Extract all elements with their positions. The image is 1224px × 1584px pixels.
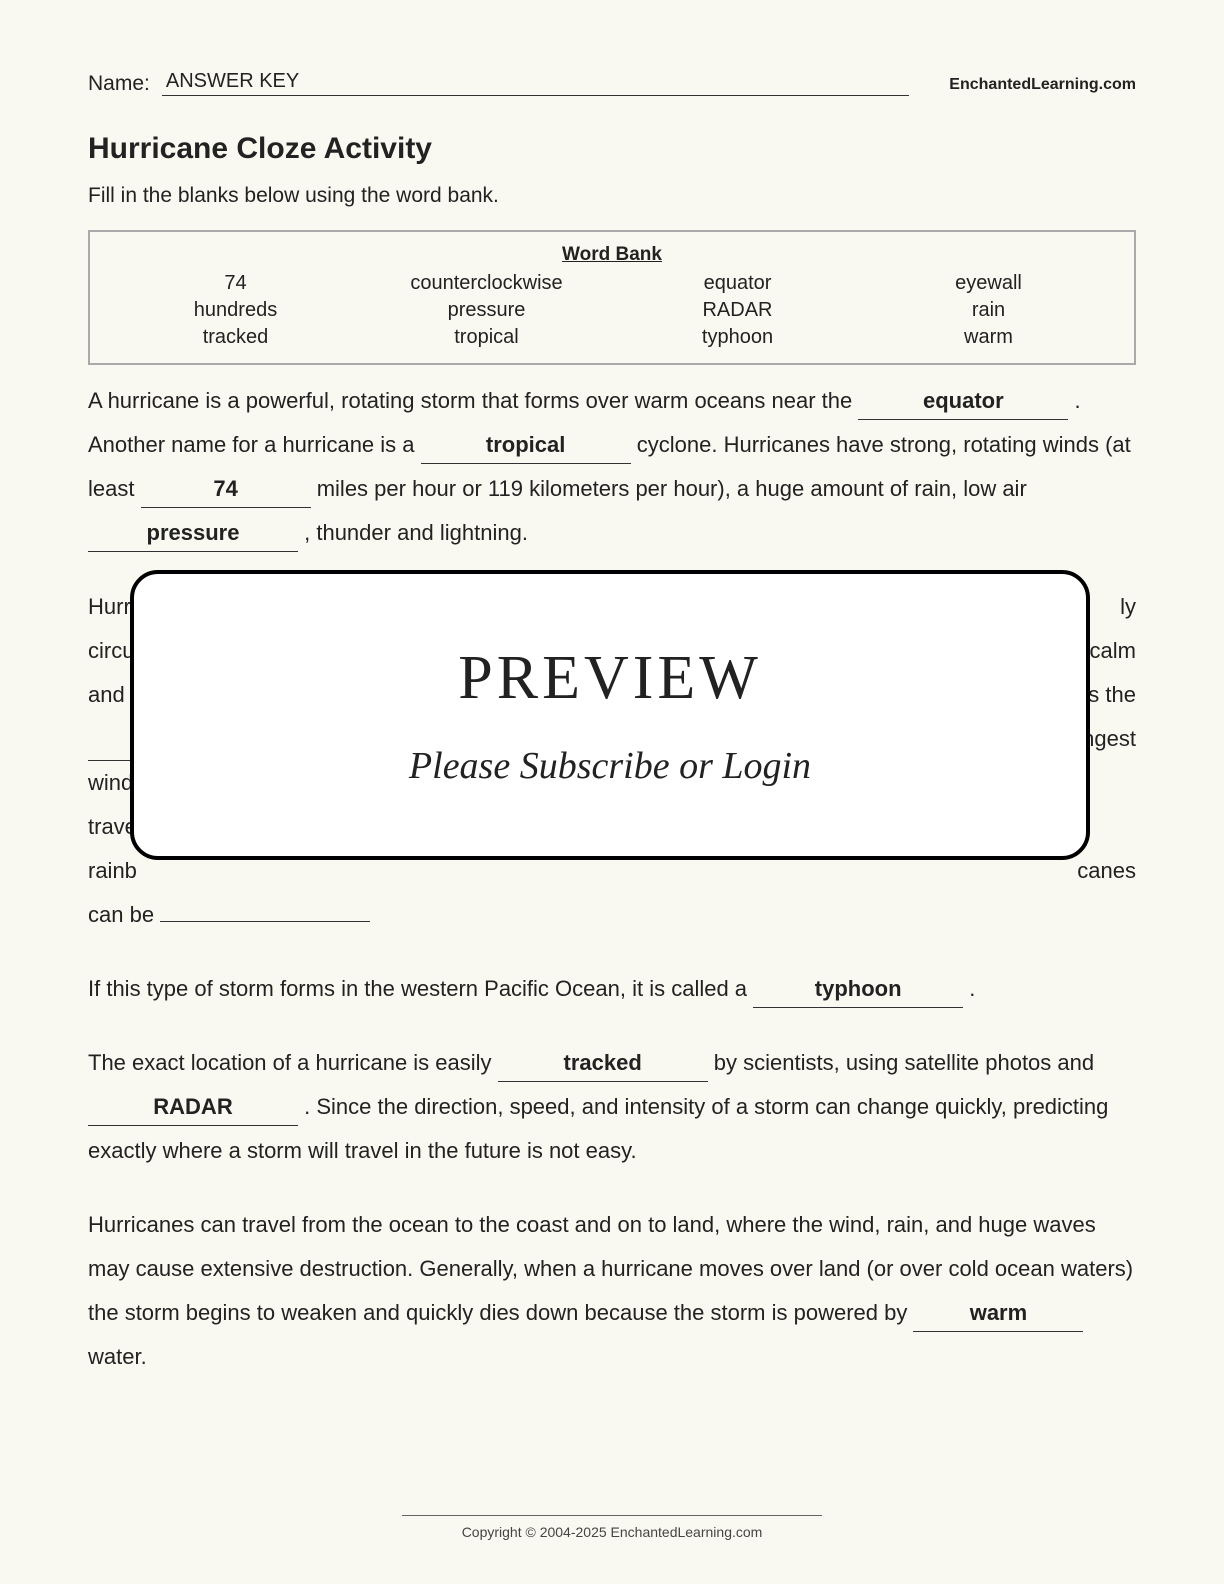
paragraph-1: A hurricane is a powerful, rotating stor… (88, 379, 1136, 555)
overlay-subtitle: Please Subscribe or Login (409, 744, 811, 788)
footer-divider (402, 1515, 822, 1516)
text-run: miles per hour or 119 kilometers per hou… (317, 476, 1027, 501)
text-fragment: canes (1077, 849, 1136, 893)
name-value: ANSWER KEY (166, 70, 299, 92)
wordbank-item: eyewall (863, 272, 1114, 295)
text-fragment: Hurri (88, 585, 136, 629)
name-block: Name: ANSWER KEY (88, 70, 909, 96)
blank-pressure: pressure (88, 518, 298, 552)
wordbank-item: rain (863, 299, 1114, 322)
blank-tracked: tracked (498, 1048, 708, 1082)
header-row: Name: ANSWER KEY EnchantedLearning.com (88, 70, 1136, 96)
copyright-text: Copyright © 2004-2025 EnchantedLearning.… (462, 1524, 763, 1540)
text-run: A hurricane is a powerful, rotating stor… (88, 388, 858, 413)
word-bank: Word Bank 74 counterclockwise equator ey… (88, 230, 1136, 365)
blank-74: 74 (141, 474, 311, 508)
blank-warm: warm (913, 1298, 1083, 1332)
paragraph-4: The exact location of a hurricane is eas… (88, 1041, 1136, 1173)
paragraph-5: Hurricanes can travel from the ocean to … (88, 1203, 1136, 1379)
page-title: Hurricane Cloze Activity (88, 132, 1136, 166)
text-run: The exact location of a hurricane is eas… (88, 1050, 498, 1075)
wordbank-item: warm (863, 326, 1114, 349)
blank-equator: equator (858, 386, 1068, 420)
text-run: water. (88, 1344, 147, 1369)
wordbank-item: 74 (110, 272, 361, 295)
text-fragment: ly (1120, 585, 1136, 629)
blank-tropical: tropical (421, 430, 631, 464)
text-fragment: can be (88, 902, 154, 927)
wordbank-item: hundreds (110, 299, 361, 322)
word-bank-grid: 74 counterclockwise equator eyewall hund… (110, 272, 1114, 349)
overlay-title: PREVIEW (458, 643, 762, 714)
text-fragment: rainb (88, 849, 137, 893)
text-run: , thunder and lightning. (304, 520, 528, 545)
content-body: A hurricane is a powerful, rotating stor… (88, 379, 1136, 1379)
text-fragment: is the (1083, 673, 1136, 717)
blank-hidden2 (160, 919, 370, 922)
wordbank-item: RADAR (612, 299, 863, 322)
preview-overlay: PREVIEW Please Subscribe or Login (130, 570, 1090, 860)
text-run: by scientists, using satellite photos an… (714, 1050, 1094, 1075)
paragraph-3: If this type of storm forms in the weste… (88, 967, 1136, 1011)
blank-radar: RADAR (88, 1092, 298, 1126)
wordbank-item: counterclockwise (361, 272, 612, 295)
blank-typhoon: typhoon (753, 974, 963, 1008)
name-field-line: ANSWER KEY (162, 70, 909, 96)
wordbank-item: typhoon (612, 326, 863, 349)
wordbank-item: equator (612, 272, 863, 295)
wordbank-item: pressure (361, 299, 612, 322)
text-run: If this type of storm forms in the weste… (88, 976, 753, 1001)
footer: Copyright © 2004-2025 EnchantedLearning.… (0, 1515, 1224, 1540)
name-label: Name: (88, 72, 150, 96)
site-brand: EnchantedLearning.com (949, 76, 1136, 96)
wordbank-item: tropical (361, 326, 612, 349)
text-fragment: ngest (1082, 717, 1136, 761)
word-bank-title: Word Bank (110, 244, 1114, 266)
text-run: . (969, 976, 975, 1001)
wordbank-item: tracked (110, 326, 361, 349)
instructions: Fill in the blanks below using the word … (88, 184, 1136, 208)
